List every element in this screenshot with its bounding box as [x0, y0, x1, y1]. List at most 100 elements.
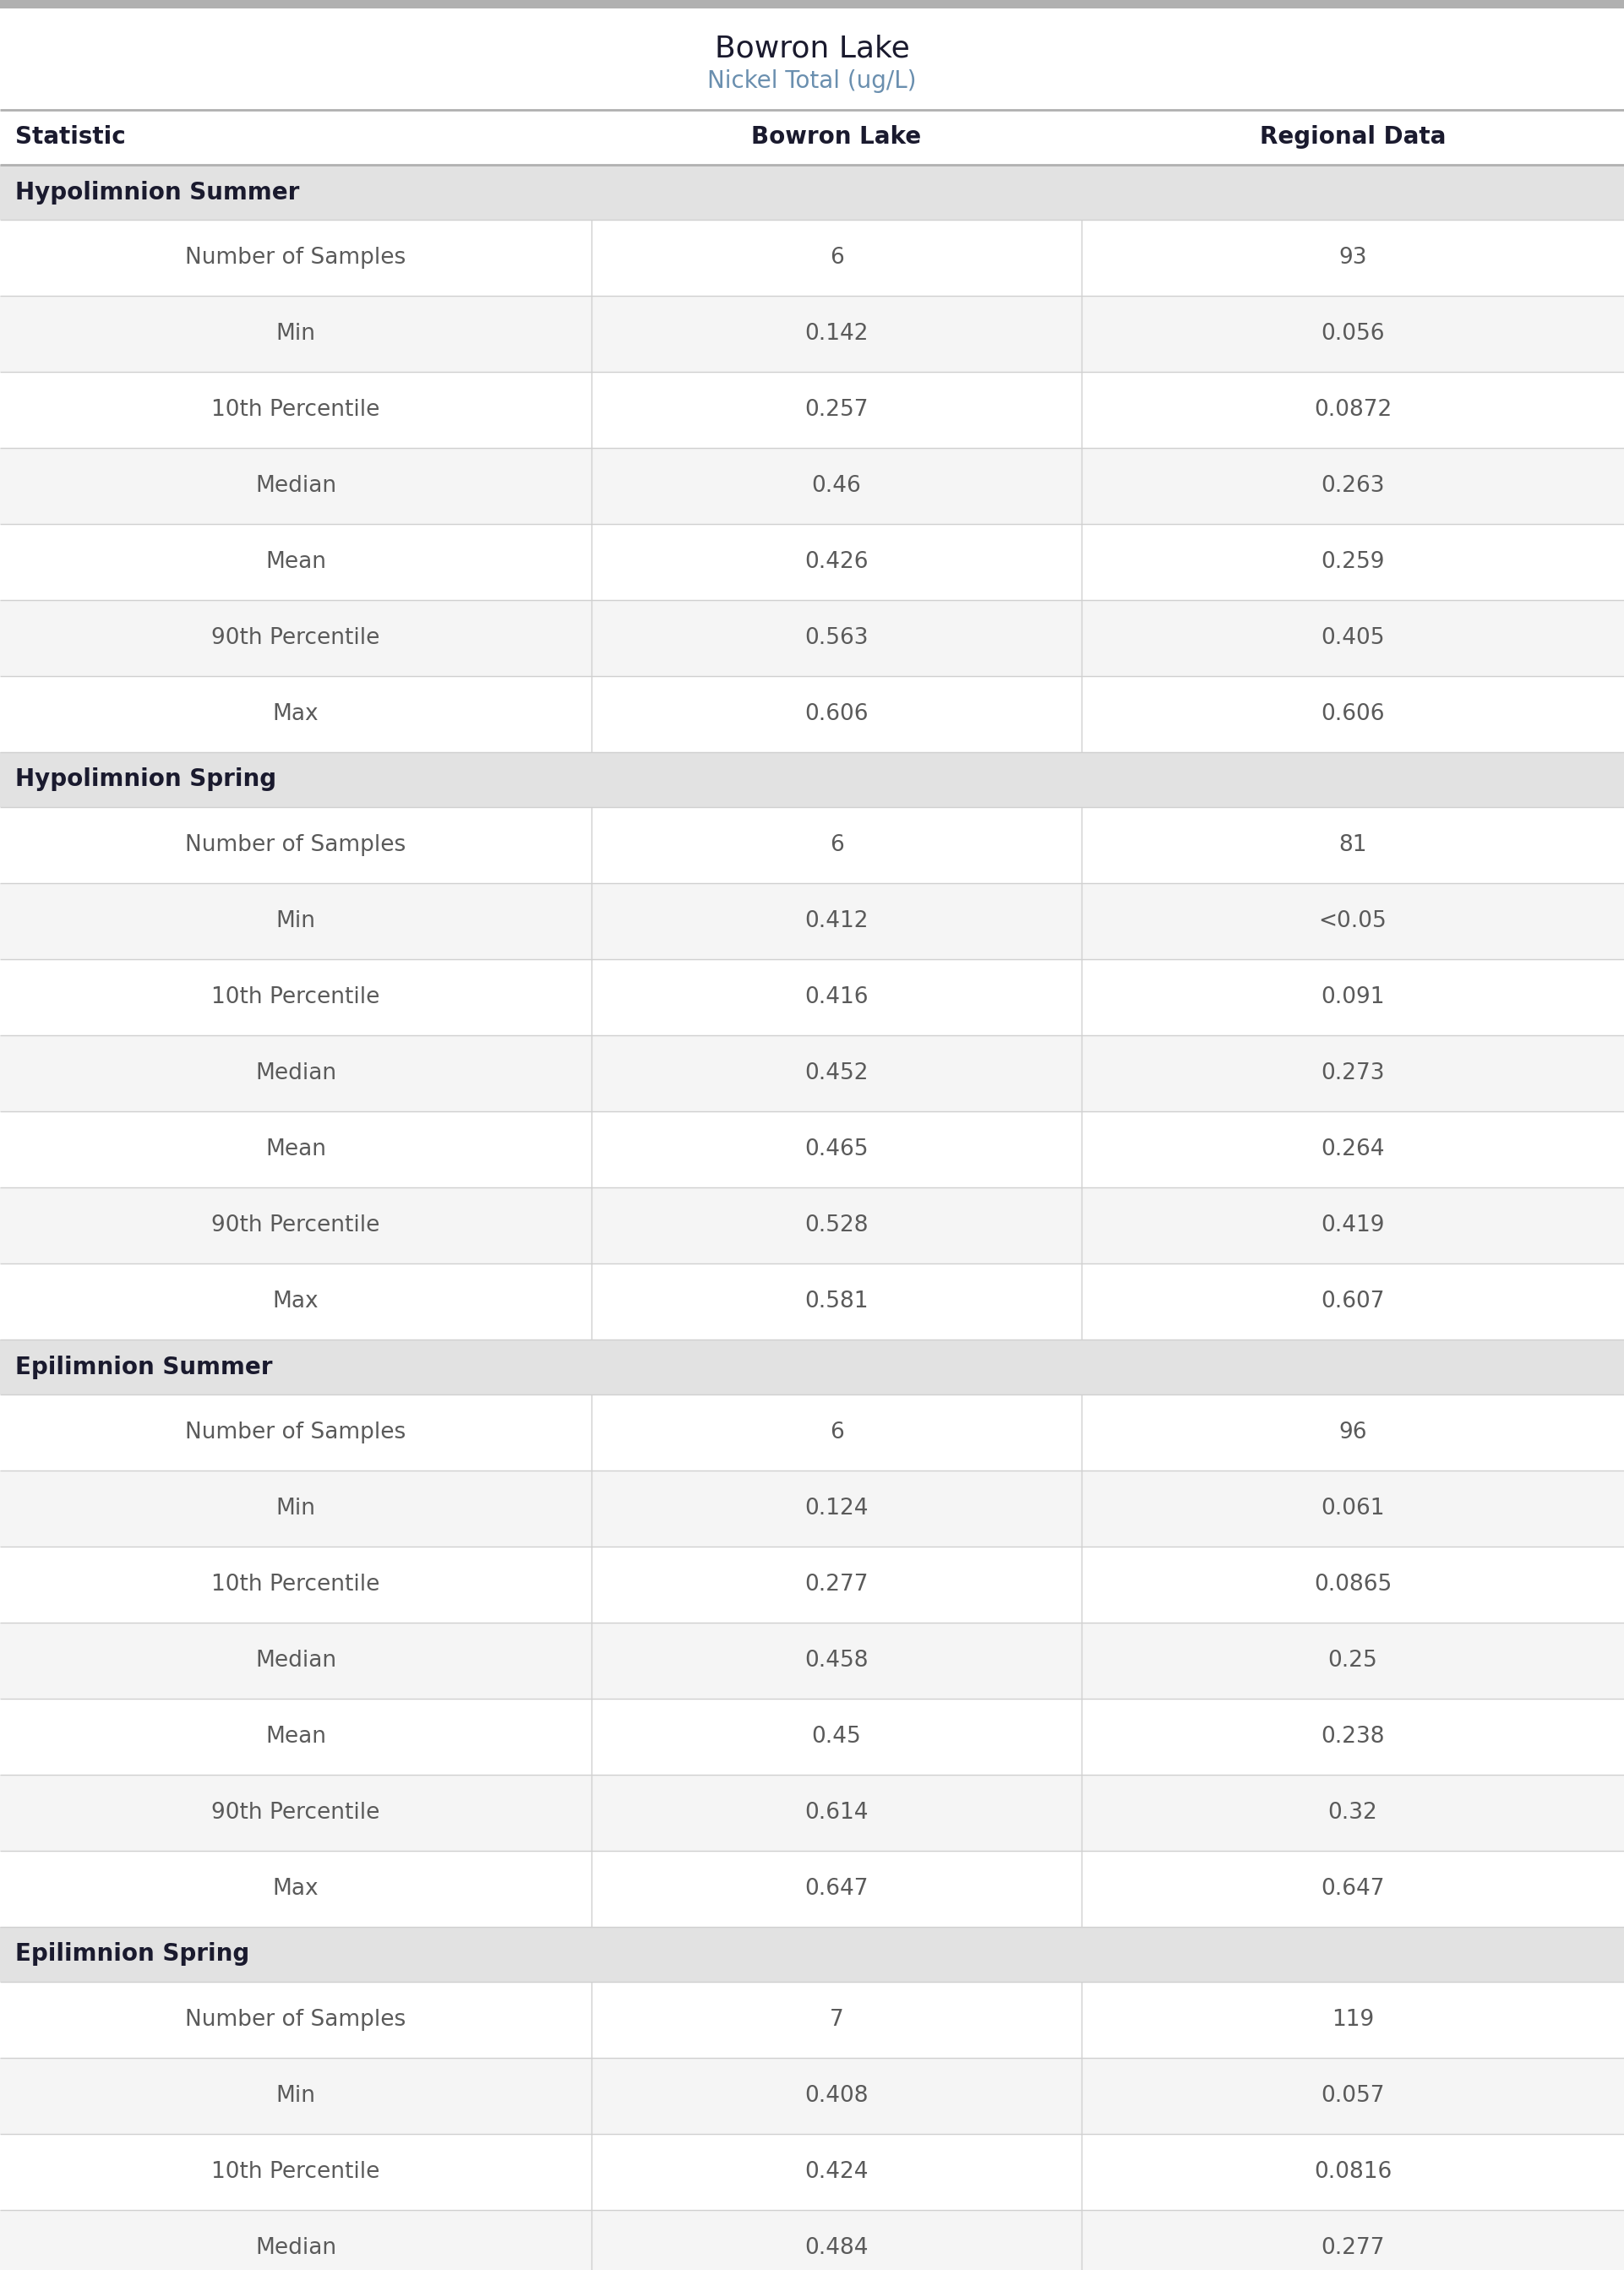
Text: 0.277: 0.277 — [1320, 2236, 1385, 2259]
Bar — [0, 1471, 1624, 1546]
Text: 10th Percentile: 10th Percentile — [211, 2161, 380, 2184]
Text: 10th Percentile: 10th Percentile — [211, 1573, 380, 1596]
Text: 0.0816: 0.0816 — [1314, 2161, 1392, 2184]
Text: 81: 81 — [1338, 833, 1367, 856]
Text: Min: Min — [276, 322, 315, 345]
Text: 0.057: 0.057 — [1320, 2084, 1385, 2107]
Bar — [0, 0, 1624, 9]
Text: 0.405: 0.405 — [1320, 627, 1385, 649]
Text: 0.607: 0.607 — [1320, 1292, 1385, 1312]
Text: 0.424: 0.424 — [804, 2161, 869, 2184]
Text: 0.259: 0.259 — [1320, 552, 1385, 572]
Bar — [0, 220, 1624, 295]
Text: 0.528: 0.528 — [804, 1214, 869, 1237]
Text: 0.056: 0.056 — [1320, 322, 1385, 345]
Bar — [0, 1394, 1624, 1471]
Text: 93: 93 — [1338, 247, 1367, 268]
Text: Bowron Lake: Bowron Lake — [752, 125, 921, 150]
Text: Median: Median — [255, 1062, 336, 1085]
Text: Number of Samples: Number of Samples — [185, 2009, 406, 2032]
Text: 0.25: 0.25 — [1328, 1650, 1377, 1671]
Bar — [0, 1339, 1624, 1394]
Text: Statistic: Statistic — [15, 125, 125, 150]
Text: 0.606: 0.606 — [1320, 704, 1385, 724]
Text: Epilimnion Spring: Epilimnion Spring — [15, 1943, 250, 1966]
Text: 0.452: 0.452 — [804, 1062, 869, 1085]
Bar — [0, 524, 1624, 599]
Text: 0.647: 0.647 — [1320, 1877, 1385, 1900]
Text: 0.458: 0.458 — [804, 1650, 869, 1671]
Text: 6: 6 — [830, 247, 843, 268]
Bar — [0, 2059, 1624, 2134]
Text: 10th Percentile: 10th Percentile — [211, 985, 380, 1008]
Text: 0.091: 0.091 — [1320, 985, 1385, 1008]
Text: Bowron Lake: Bowron Lake — [715, 34, 909, 64]
Text: Mean: Mean — [265, 552, 326, 572]
Bar — [0, 109, 1624, 166]
Text: 0.606: 0.606 — [804, 704, 869, 724]
Text: 0.264: 0.264 — [1320, 1137, 1385, 1160]
Bar — [0, 166, 1624, 220]
Text: Hypolimnion Spring: Hypolimnion Spring — [15, 767, 276, 792]
Text: 0.426: 0.426 — [804, 552, 869, 572]
Text: Max: Max — [273, 1292, 318, 1312]
Bar — [0, 1187, 1624, 1264]
Text: 0.412: 0.412 — [804, 910, 869, 933]
Bar — [0, 1546, 1624, 1623]
Text: 0.419: 0.419 — [1320, 1214, 1385, 1237]
Text: 0.45: 0.45 — [812, 1725, 861, 1748]
Text: 0.0865: 0.0865 — [1314, 1573, 1392, 1596]
Text: 7: 7 — [830, 2009, 843, 2032]
Text: 0.0872: 0.0872 — [1314, 400, 1392, 420]
Text: Regional Data: Regional Data — [1260, 125, 1445, 150]
Text: 0.32: 0.32 — [1328, 1802, 1377, 1823]
Bar — [0, 1982, 1624, 2059]
Text: Min: Min — [276, 1498, 315, 1519]
Text: 90th Percentile: 90th Percentile — [211, 627, 380, 649]
Bar — [0, 1850, 1624, 1927]
Text: 119: 119 — [1332, 2009, 1374, 2032]
Text: 0.647: 0.647 — [804, 1877, 869, 1900]
Bar — [0, 2134, 1624, 2211]
Text: 0.238: 0.238 — [1320, 1725, 1385, 1748]
Text: Max: Max — [273, 704, 318, 724]
Bar — [0, 883, 1624, 960]
Text: 0.142: 0.142 — [804, 322, 869, 345]
Text: 6: 6 — [830, 1421, 843, 1444]
Bar — [0, 9, 1624, 109]
Text: 0.124: 0.124 — [804, 1498, 869, 1519]
Text: <0.05: <0.05 — [1319, 910, 1387, 933]
Text: 0.263: 0.263 — [1320, 474, 1385, 497]
Text: Number of Samples: Number of Samples — [185, 1421, 406, 1444]
Text: 10th Percentile: 10th Percentile — [211, 400, 380, 420]
Text: Nickel Total (ug/L): Nickel Total (ug/L) — [708, 70, 916, 93]
Bar — [0, 295, 1624, 372]
Text: Median: Median — [255, 1650, 336, 1671]
Text: 0.277: 0.277 — [804, 1573, 869, 1596]
Text: Min: Min — [276, 2084, 315, 2107]
Text: Number of Samples: Number of Samples — [185, 247, 406, 268]
Bar — [0, 2211, 1624, 2270]
Bar — [0, 1035, 1624, 1112]
Bar — [0, 1775, 1624, 1850]
Text: 96: 96 — [1338, 1421, 1367, 1444]
Text: 0.484: 0.484 — [804, 2236, 869, 2259]
Text: Mean: Mean — [265, 1725, 326, 1748]
Bar — [0, 1264, 1624, 1339]
Text: 0.061: 0.061 — [1320, 1498, 1385, 1519]
Text: 0.273: 0.273 — [1320, 1062, 1385, 1085]
Text: Epilimnion Summer: Epilimnion Summer — [15, 1355, 273, 1378]
Text: 0.614: 0.614 — [804, 1802, 869, 1823]
Text: Median: Median — [255, 2236, 336, 2259]
Bar — [0, 1112, 1624, 1187]
Text: 0.581: 0.581 — [804, 1292, 869, 1312]
Text: Number of Samples: Number of Samples — [185, 833, 406, 856]
Bar — [0, 599, 1624, 676]
Text: 6: 6 — [830, 833, 843, 856]
Bar — [0, 372, 1624, 447]
Text: Max: Max — [273, 1877, 318, 1900]
Bar — [0, 1623, 1624, 1698]
Text: 0.257: 0.257 — [804, 400, 869, 420]
Bar — [0, 808, 1624, 883]
Text: 0.416: 0.416 — [804, 985, 869, 1008]
